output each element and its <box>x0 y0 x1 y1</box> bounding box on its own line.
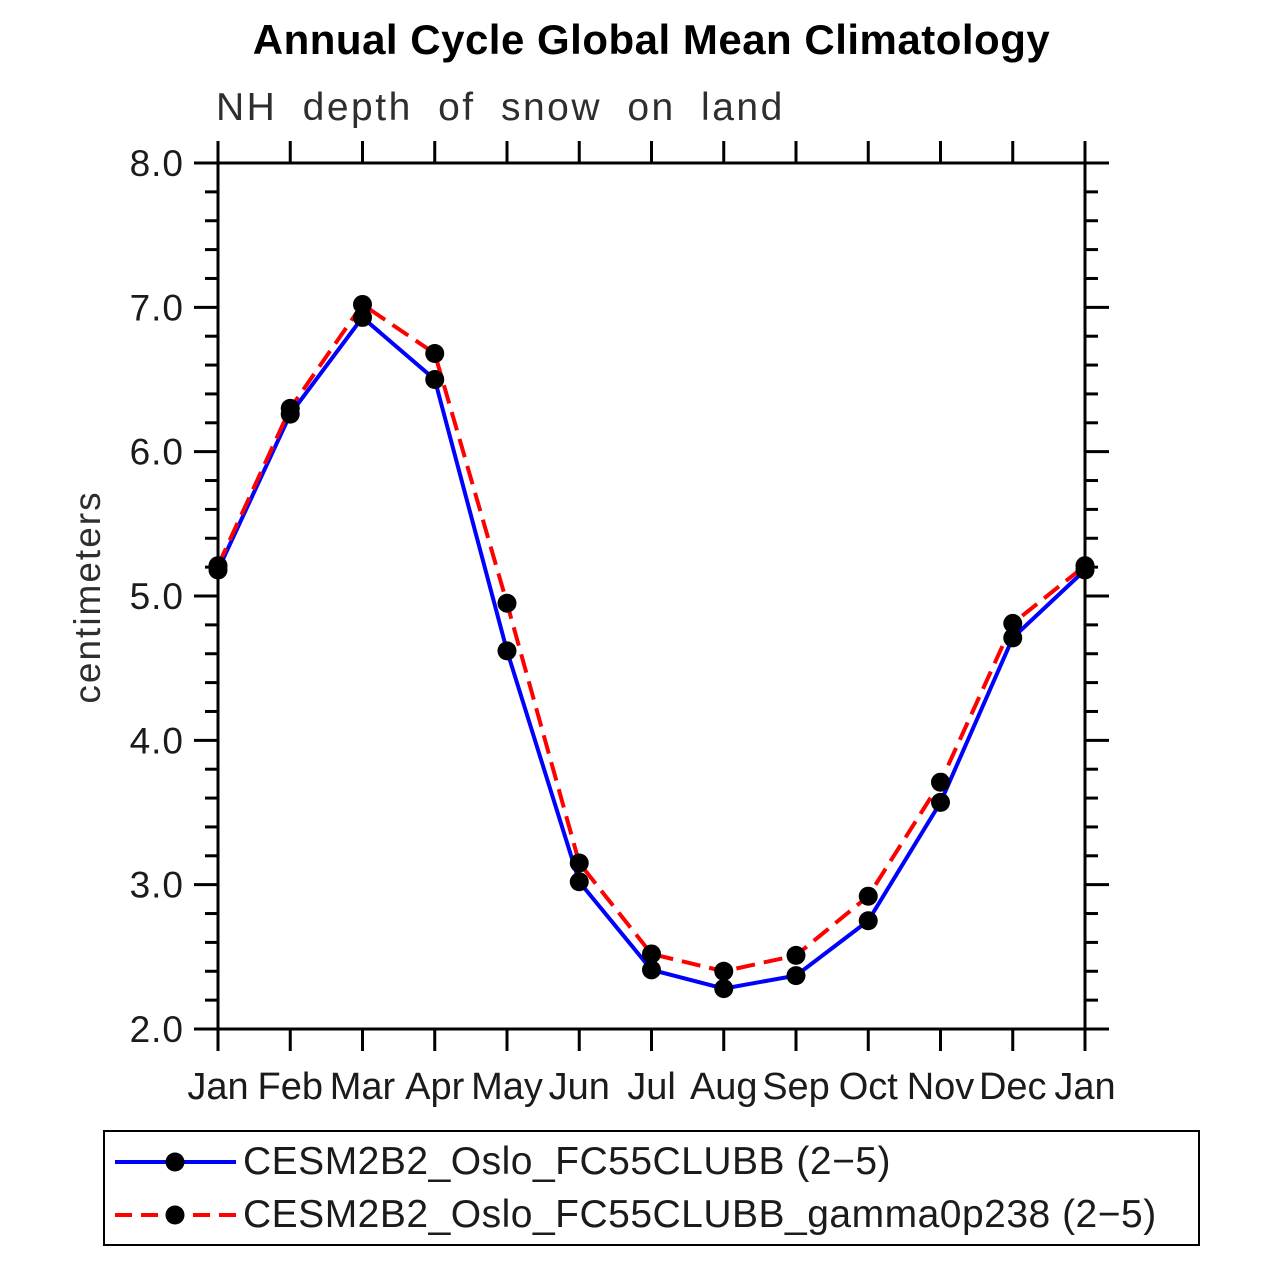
data-point-marker <box>497 593 517 613</box>
x-tick-label: Jan <box>187 1066 248 1108</box>
data-point-marker <box>858 886 878 906</box>
data-point-marker <box>569 853 589 873</box>
legend-sample-marker <box>165 1152 185 1172</box>
x-tick-label: Jul <box>627 1066 676 1108</box>
data-point-marker <box>353 307 372 327</box>
data-point-marker <box>642 960 661 980</box>
y-tick-label: 3.0 <box>130 865 184 906</box>
data-point-marker <box>1003 628 1023 648</box>
chart-subtitle: NH depth of snow on land <box>216 86 785 129</box>
x-tick-label: Aug <box>690 1066 758 1108</box>
x-tick-label: Nov <box>907 1066 975 1108</box>
data-point-marker <box>569 872 589 892</box>
data-point-marker <box>931 772 950 792</box>
data-point-marker <box>858 911 878 931</box>
y-tick-label: 8.0 <box>130 143 184 184</box>
x-tick-label: Oct <box>839 1066 899 1108</box>
x-tick-label: May <box>471 1066 543 1108</box>
data-point-marker <box>1003 613 1023 633</box>
x-tick-label: Jan <box>1054 1066 1115 1108</box>
data-point-marker <box>208 556 228 576</box>
data-point-marker <box>425 370 445 389</box>
data-point-marker <box>497 641 517 661</box>
legend-item-label: CESM2B2_Oslo_FC55CLUBB_gamma0p238 (2−5) <box>243 1193 1157 1236</box>
data-point-marker <box>714 979 734 999</box>
legend-sample <box>115 1152 236 1172</box>
legend-item: CESM2B2_Oslo_FC55CLUBB (2−5) <box>112 1137 891 1187</box>
data-point-marker <box>353 294 372 314</box>
legend-item-label: CESM2B2_Oslo_FC55CLUBB (2−5) <box>243 1140 892 1183</box>
plot-box <box>216 161 1087 1031</box>
data-point-marker <box>786 966 806 986</box>
y-tick-label: 2.0 <box>130 1009 184 1050</box>
legend: CESM2B2_Oslo_FC55CLUBB (2−5) CESM2B2_Oslo… <box>103 1130 1200 1246</box>
x-tick-label: Mar <box>330 1066 396 1108</box>
x-tick-label: Apr <box>405 1066 464 1108</box>
y-tick-label: 6.0 <box>130 432 184 473</box>
data-point-marker <box>425 344 445 364</box>
y-tick-label: 4.0 <box>130 720 184 761</box>
series-line <box>216 301 1087 974</box>
x-tick-label: Feb <box>258 1066 323 1108</box>
series-line <box>216 314 1087 991</box>
legend-item: CESM2B2_Oslo_FC55CLUBB_gamma0p238 (2−5) <box>112 1190 1157 1240</box>
data-point-marker <box>931 792 950 812</box>
chart-title: Annual Cycle Global Mean Climatology <box>252 16 1051 63</box>
data-point-marker <box>1075 556 1095 576</box>
x-tick-label: Jun <box>549 1066 610 1108</box>
y-tick-label: 7.0 <box>130 287 184 328</box>
data-point-marker <box>280 398 300 418</box>
y-tick-label: 5.0 <box>130 576 184 617</box>
legend-sample-marker <box>165 1205 185 1225</box>
data-point-marker <box>786 945 806 965</box>
x-tick-label: Dec <box>979 1066 1047 1108</box>
data-point-marker <box>642 944 661 964</box>
legend-sample <box>115 1205 236 1225</box>
x-tick-label: Sep <box>762 1066 830 1108</box>
data-point-marker <box>714 961 734 981</box>
